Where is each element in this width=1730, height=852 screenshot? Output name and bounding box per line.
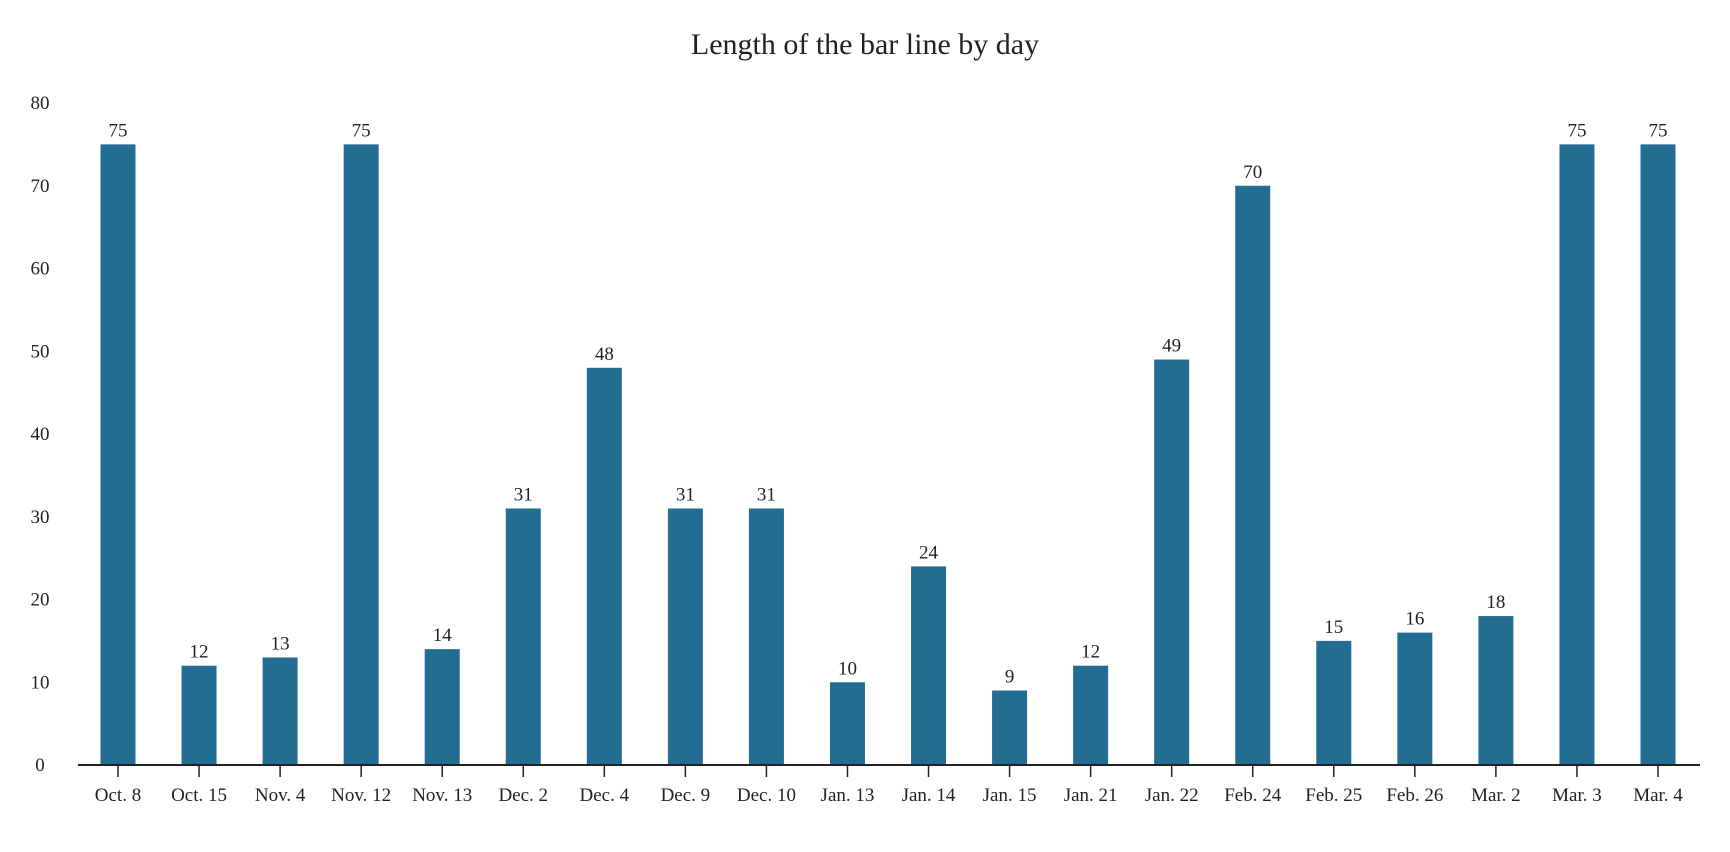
chart-title: Length of the bar line by day	[690, 28, 1040, 61]
x-tick-label: Mar. 2	[1471, 785, 1521, 806]
x-tick-label: Dec. 9	[661, 785, 711, 806]
x-tick-label: Jan. 13	[821, 785, 875, 806]
bar	[1316, 640, 1352, 765]
bar-value-label: 13	[271, 633, 290, 654]
y-tick-label: 40	[31, 424, 50, 445]
bar-value-label: 15	[1324, 617, 1343, 638]
bar	[1235, 185, 1271, 765]
x-tick-label: Jan. 15	[983, 785, 1037, 806]
bar-value-label: 12	[190, 642, 209, 663]
x-tick-label: Feb. 26	[1386, 785, 1443, 806]
bar	[748, 508, 784, 765]
bar	[667, 508, 703, 765]
x-tick-label: Nov. 4	[255, 785, 306, 806]
bar-value-label: 10	[838, 658, 857, 679]
bar	[1397, 632, 1433, 765]
y-tick-label: 80	[31, 93, 50, 114]
x-tick-label: Dec. 2	[498, 785, 548, 806]
y-tick-label: 10	[31, 672, 50, 693]
bar	[1154, 359, 1190, 765]
x-tick-label: Nov. 12	[331, 785, 391, 806]
x-tick-label: Dec. 10	[737, 785, 796, 806]
bar	[1478, 616, 1514, 765]
bar-value-label: 75	[109, 120, 128, 141]
y-tick-label: 30	[31, 507, 50, 528]
bar	[1640, 144, 1676, 765]
bar-value-label: 31	[757, 484, 776, 505]
x-tick-label: Dec. 4	[580, 785, 630, 806]
bar	[100, 144, 136, 765]
y-tick-label: 0	[35, 755, 45, 776]
bar	[181, 665, 217, 765]
y-tick-label: 60	[31, 259, 50, 280]
x-tick-label: Jan. 22	[1145, 785, 1199, 806]
bar	[1073, 665, 1109, 765]
bar-value-label: 70	[1243, 162, 1262, 183]
x-tick-label: Jan. 14	[902, 785, 956, 806]
bar-value-label: 12	[1081, 642, 1100, 663]
bar	[911, 566, 947, 765]
x-tick-label: Oct. 8	[95, 785, 141, 806]
bar-value-label: 31	[514, 484, 533, 505]
x-axis: Oct. 8 Oct. 15 Nov. 4 Nov. 12 Nov. 13 Dec. 2 D…	[78, 764, 1700, 806]
bar	[829, 682, 865, 765]
y-axis: 0 10 20 30 40 50 60 70 80	[31, 93, 50, 776]
bar-value-label: 75	[1649, 120, 1668, 141]
bars-group	[100, 144, 1676, 765]
bar	[505, 508, 541, 765]
bar-value-label: 49	[1162, 336, 1181, 357]
x-tick-label: Feb. 24	[1224, 785, 1282, 806]
value-labels-group: 75 12 13 75 14 31 48 31 31 10 24 9 12 49 70 15 16 18 75 75	[109, 120, 1668, 687]
bar	[992, 690, 1028, 765]
bar-value-label: 48	[595, 344, 614, 365]
bar-value-label: 14	[433, 625, 453, 646]
bar	[343, 144, 379, 765]
x-tick-label: Mar. 3	[1552, 785, 1602, 806]
x-tick-label: Oct. 15	[171, 785, 227, 806]
bar-value-label: 75	[352, 120, 371, 141]
bar-value-label: 75	[1567, 120, 1586, 141]
bar	[262, 657, 298, 765]
x-tick-label: Feb. 25	[1305, 785, 1362, 806]
y-tick-label: 20	[31, 590, 50, 611]
bar	[1559, 144, 1595, 765]
bar-value-label: 24	[919, 542, 939, 563]
bar	[586, 367, 622, 765]
bar-value-label: 9	[1005, 667, 1015, 688]
bar	[424, 649, 460, 765]
bar-value-label: 16	[1405, 609, 1424, 630]
y-tick-label: 70	[31, 176, 50, 197]
bar-value-label: 18	[1486, 592, 1505, 613]
bar-value-label: 31	[676, 484, 695, 505]
x-tick-label: Jan. 21	[1064, 785, 1118, 806]
x-tick-label: Mar. 4	[1633, 785, 1683, 806]
y-tick-label: 50	[31, 341, 50, 362]
x-tick-label: Nov. 13	[412, 785, 472, 806]
